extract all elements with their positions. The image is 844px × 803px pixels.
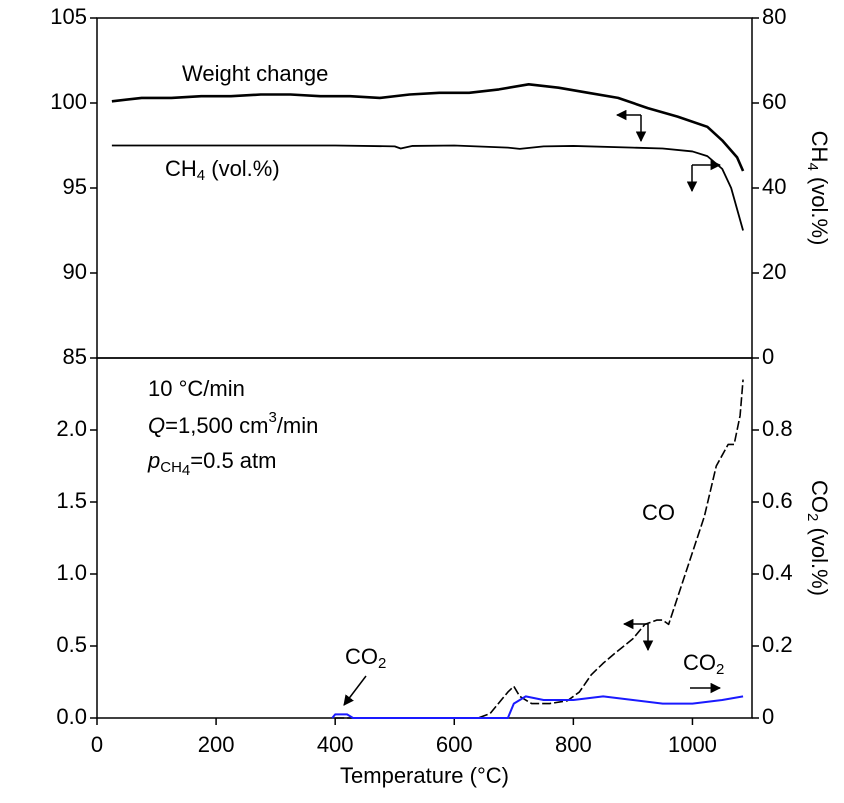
arrows — [343, 109, 722, 706]
x-tick-label: 0 — [91, 732, 103, 757]
annotation: pCH4=0.5 atm — [147, 448, 276, 479]
y2-tick-label: 0.6 — [762, 488, 793, 513]
y2-tick-label: 0.2 — [762, 632, 793, 657]
y-tick-label: 1.0 — [56, 560, 87, 585]
y-tick-label: 0.0 — [56, 704, 87, 729]
y2-tick-label: 60 — [762, 89, 786, 114]
line-series — [335, 379, 744, 719]
x-tick-label: 800 — [555, 732, 592, 757]
axis-label-part: (vol.%) — [807, 171, 832, 246]
line-series — [111, 144, 744, 231]
y2-tick-label: 0 — [762, 704, 774, 729]
y2-tick-label: 0.8 — [762, 416, 793, 441]
axis-label: CO2 (vol.%) — [804, 480, 832, 596]
axis-label: CH4 (vol.%) — [804, 131, 832, 246]
line-series — [111, 83, 745, 172]
line-series — [331, 695, 744, 719]
y-tick-label: 95 — [63, 174, 87, 199]
x-tick-label: 1000 — [668, 732, 717, 757]
axis-label-part: CH — [807, 131, 832, 163]
x-tick-label: 600 — [436, 732, 473, 757]
annotation: Q=1,500 cm3/min — [148, 409, 318, 438]
y2-tick-label: 40 — [762, 174, 786, 199]
x-tick-label: 400 — [317, 732, 354, 757]
y-tick-label: 90 — [63, 259, 87, 284]
y-tick-label: 105 — [50, 4, 87, 29]
annotation: CH4 (vol.%) — [165, 156, 280, 184]
y2-tick-label: 20 — [762, 259, 786, 284]
annotation: CO — [642, 500, 675, 525]
x-tick-label: 200 — [198, 732, 235, 757]
axis-label-part: (vol.%) — [807, 521, 832, 596]
y-tick-label: 1.5 — [56, 488, 87, 513]
y-tick-label: 2.0 — [56, 416, 87, 441]
annotation: CO2 — [345, 644, 386, 672]
y-tick-label: 0.5 — [56, 632, 87, 657]
y-tick-label: 100 — [50, 89, 87, 114]
y2-tick-label: 0 — [762, 344, 774, 369]
y2-tick-label: 80 — [762, 4, 786, 29]
annotation: 10 °C/min — [148, 376, 245, 401]
y-tick-label: 85 — [63, 344, 87, 369]
y2-tick-label: 0.4 — [762, 560, 793, 585]
axis-label-part: CO — [807, 480, 832, 513]
annotation: Weight change — [182, 61, 328, 86]
axis-label-part: 4 — [804, 162, 821, 170]
x-axis-label: Temperature (°C) — [340, 763, 509, 788]
axis-label-part: 2 — [804, 513, 821, 521]
annotation: CO2 — [683, 650, 724, 678]
